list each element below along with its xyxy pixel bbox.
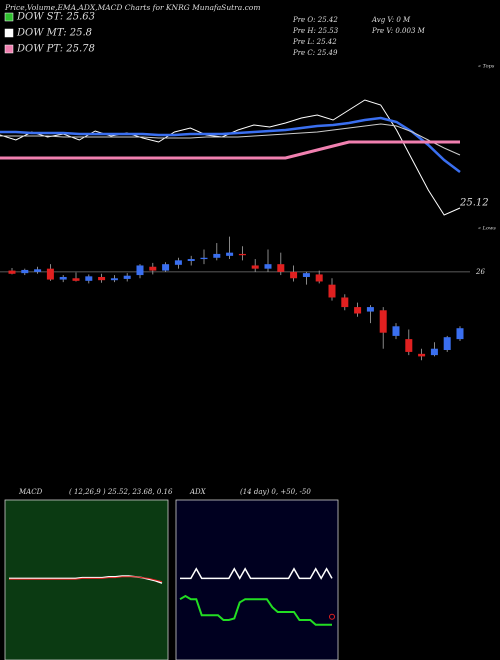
candle-body xyxy=(328,284,336,298)
series-line xyxy=(9,576,163,583)
legend-label: DOW MT: 25.8 xyxy=(16,28,92,39)
candle-body xyxy=(110,278,118,281)
panel-subtitle: ( 12,26,9 ) 25.52, 23.68, 0.16 xyxy=(69,488,173,496)
panel xyxy=(4,499,169,660)
series-line xyxy=(179,594,332,626)
panel-title: ADX xyxy=(189,488,207,496)
candle-body xyxy=(430,348,438,356)
price-annotation: Pre O: 25.42 xyxy=(292,16,338,24)
series-line xyxy=(180,567,333,580)
candle-body xyxy=(149,266,157,271)
candle-body xyxy=(226,252,234,256)
candle-body xyxy=(34,269,42,272)
candle-body xyxy=(72,278,80,281)
candle-body xyxy=(200,257,208,260)
candle-body xyxy=(46,268,54,280)
price-annotation: Pre L: 25.42 xyxy=(292,38,337,46)
panel-title: MACD xyxy=(18,488,43,496)
legend-label: DOW PT: 25.78 xyxy=(16,44,95,55)
candle-body xyxy=(174,260,182,265)
end-label: 25.12 xyxy=(459,198,489,209)
candle-body xyxy=(418,353,426,357)
series-line xyxy=(0,123,461,156)
candle-body xyxy=(85,276,93,281)
candle-body xyxy=(366,307,374,312)
candle-body xyxy=(136,265,144,276)
candle-body xyxy=(354,307,362,314)
legend-swatch xyxy=(4,28,14,38)
candle-body xyxy=(98,276,106,281)
price-annotation: Pre C: 25.49 xyxy=(292,49,338,57)
side-label: « Lows xyxy=(478,226,496,232)
candle-body xyxy=(341,297,349,308)
candle-body xyxy=(251,265,259,269)
y-tick-label: 26 xyxy=(475,268,485,276)
series-line xyxy=(0,116,461,173)
legend-swatch xyxy=(4,44,14,54)
legend-label: DOW ST: 25.63 xyxy=(16,12,95,23)
candle-body xyxy=(302,273,310,277)
price-annotation: Avg V: 0 M xyxy=(371,16,411,24)
candle-body xyxy=(443,337,451,350)
candle-body xyxy=(123,275,131,279)
candle-body xyxy=(8,270,16,274)
panel xyxy=(175,499,339,660)
price-annotation: Pre V: 0.003 M xyxy=(371,27,426,35)
chart-title: Price,Volume,EMA,ADX,MACD Charts for KNR… xyxy=(4,3,260,12)
candle-body xyxy=(456,328,464,340)
candle-body xyxy=(21,269,29,274)
candle-body xyxy=(379,310,387,333)
legend-swatch xyxy=(4,12,14,22)
candle-body xyxy=(59,276,67,280)
candle-body xyxy=(264,264,272,269)
price-annotation: Pre H: 25.53 xyxy=(292,27,339,35)
candle-body xyxy=(315,274,323,282)
panel-subtitle: (14 day) 0, +50, -50 xyxy=(240,488,311,496)
candle-body xyxy=(405,339,413,352)
candle-body xyxy=(392,326,400,336)
candle-body xyxy=(213,253,221,258)
line-point xyxy=(329,613,335,620)
candle-body xyxy=(277,264,285,272)
candle-body xyxy=(290,271,298,279)
side-label: « Tops xyxy=(478,64,495,70)
series-line xyxy=(0,140,460,160)
candle-body xyxy=(162,264,170,271)
candle-body xyxy=(238,253,246,256)
candle-body xyxy=(187,259,195,261)
